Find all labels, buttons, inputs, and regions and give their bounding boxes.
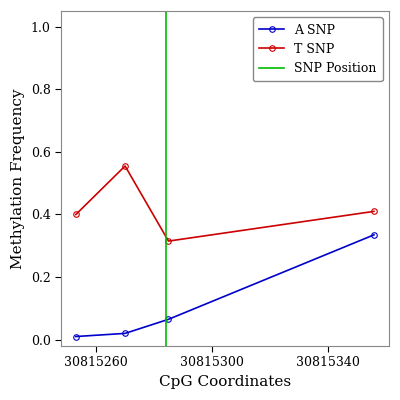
Legend: A SNP, T SNP, SNP Position: A SNP, T SNP, SNP Position	[253, 17, 383, 81]
A SNP	[123, 331, 128, 336]
A SNP	[372, 232, 376, 237]
X-axis label: CpG Coordinates: CpG Coordinates	[159, 375, 291, 389]
T SNP	[74, 212, 78, 217]
T SNP	[166, 239, 171, 244]
T SNP	[123, 164, 128, 168]
A SNP	[74, 334, 78, 339]
A SNP	[166, 317, 171, 322]
Line: A SNP: A SNP	[73, 232, 377, 339]
Line: T SNP: T SNP	[73, 163, 377, 244]
T SNP	[372, 209, 376, 214]
Y-axis label: Methylation Frequency: Methylation Frequency	[11, 88, 25, 269]
